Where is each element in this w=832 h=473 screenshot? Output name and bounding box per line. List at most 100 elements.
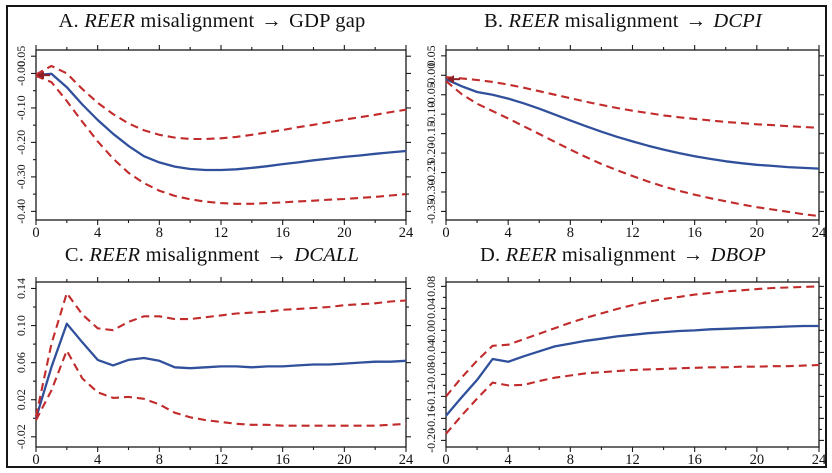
target-label: DCPI (713, 10, 763, 32)
shock-label: REER (89, 244, 141, 266)
panel-letter: A. (58, 10, 79, 32)
origin-arrow-icon (37, 71, 44, 80)
y-tick-label: -0.12 (424, 384, 438, 409)
x-tick-label: 12 (214, 225, 229, 240)
x-tick-label: 24 (399, 452, 414, 468)
plot-frame (35, 281, 407, 448)
x-tick-label: 0 (442, 452, 449, 468)
lower-band (35, 74, 407, 205)
y-tick-label: 0.08 (424, 276, 438, 297)
x-tick-label: 12 (214, 452, 229, 468)
plot-frame (445, 281, 820, 448)
y-tick-label: 0.02 (14, 389, 28, 410)
panel-d-plot: 0 4 8 12 16 20 24 0.080.040.00-0.04-0.08-0.12-0… (424, 276, 826, 468)
x-tick-label: 4 (505, 225, 513, 240)
x-tick-label: 8 (156, 225, 163, 240)
x-tick-label: 24 (399, 225, 414, 240)
panel-d: D. REER misalignment → DBOP 0 4 8 12 16 20 24 0.0… (420, 240, 826, 472)
x-tick-label: 16 (275, 225, 290, 240)
y-tick-label: -0.05 (424, 82, 438, 107)
y-tick-label: -0.35 (424, 199, 438, 224)
misalignment-label: misalignment (140, 10, 255, 32)
lower-band (445, 363, 820, 435)
x-tick-label: 4 (94, 225, 102, 240)
y-tick-label: 0.04 (424, 298, 438, 319)
panel-b: B. REER misalignment → DCPI 0 4 8 12 16 20 24 0.0… (420, 6, 826, 240)
x-tick-label: 4 (94, 452, 102, 468)
y-tick-label: 0.10 (14, 315, 28, 336)
panel-d-title: D. REER misalignment → DBOP (420, 240, 826, 268)
upper-band (445, 76, 820, 129)
panel-c-plot: 0 4 8 12 16 20 24 0.14 0.10 0.06 0.02 -0.02 (14, 277, 414, 468)
x-tick-label: 0 (32, 452, 39, 468)
panel-c: C. REER misalignment → DCALL 0 4 8 12 16 20 24 0.… (10, 240, 414, 472)
y-tick-label: -0.00 (424, 63, 438, 88)
right-arrow-icon: → (261, 10, 283, 32)
misalignment-label: misalignment (564, 10, 679, 32)
upper-band (35, 64, 407, 141)
y-tick-label: -0.10 (424, 102, 438, 127)
y-tick-label: -0.15 (424, 121, 438, 146)
x-tick-label: 24 (812, 452, 826, 468)
y-tick-label: -0.30 (424, 179, 438, 204)
x-tick-label: 20 (337, 452, 352, 468)
misalignment-label: misalignment (145, 244, 260, 266)
shock-label: REER (84, 10, 136, 32)
y-tick-label: -0.04 (424, 340, 438, 365)
x-tick-label: 12 (625, 225, 640, 240)
origin-arrow-icon (447, 75, 454, 84)
panel-c-title: C. REER misalignment → DCALL (10, 240, 414, 268)
response-line (445, 324, 819, 417)
y-tick-label: -0.10 (14, 95, 28, 120)
y-tick-label: -0.30 (14, 164, 28, 189)
y-tick-label: 0.00 (424, 320, 438, 341)
lower-band (35, 349, 407, 427)
x-tick-label: 20 (750, 452, 765, 468)
x-tick-label: 8 (156, 452, 163, 468)
y-tick-label: 0.20 (424, 143, 438, 164)
upper-band (34, 292, 407, 417)
y-tick-label: -0.08 (424, 362, 438, 387)
x-tick-label: 0 (442, 225, 449, 240)
target-label: DBOP (710, 244, 767, 266)
shock-label: REER (505, 244, 557, 266)
upper-band (445, 285, 820, 398)
right-arrow-icon: → (682, 244, 704, 266)
y-tick-label: -0.25 (424, 160, 438, 185)
panel-a-plot: 0 4 8 12 16 20 24 0.05-0.00 -0.10 -0.20 -0.30 -0.40 (14, 45, 414, 240)
x-tick-label: 0 (32, 225, 39, 240)
right-arrow-icon: → (266, 244, 288, 266)
right-arrow-icon: → (685, 10, 707, 32)
x-tick-label: 12 (625, 452, 640, 468)
x-tick-label: 8 (567, 452, 574, 468)
response-line (34, 322, 407, 419)
panel-letter: B. (483, 10, 504, 32)
y-tick-label: -0.20 (14, 130, 28, 155)
panel-letter: C. (64, 244, 85, 266)
x-tick-label: 20 (750, 225, 765, 240)
x-tick-label: 16 (687, 225, 702, 240)
x-tick-label: 4 (505, 452, 513, 468)
y-tick-label: 0.05 (424, 45, 438, 66)
x-tick-label: 8 (567, 225, 574, 240)
y-tick-label: 0.14 (14, 278, 28, 299)
lower-band (445, 80, 820, 218)
y-tick-label: 0.05 (14, 46, 28, 67)
x-tick-label: 24 (812, 225, 826, 240)
y-tick-label: -0.16 (424, 406, 438, 431)
y-tick-label: -0.02 (14, 424, 28, 449)
y-tick-label: 0.06 (14, 352, 28, 373)
plot-frame (445, 49, 820, 221)
panel-letter: D. (479, 244, 501, 266)
shock-label: REER (508, 10, 560, 32)
x-tick-label: 16 (687, 452, 702, 468)
panel-b-plot: 0 4 8 12 16 20 240.05-0.00-0.05-0.10-0.150.20-… (424, 45, 826, 240)
y-tick-label: -0.00 (14, 61, 28, 86)
y-tick-label: -0.40 (14, 199, 28, 224)
panel-b-title: B. REER misalignment → DCPI (420, 6, 826, 34)
response-line (445, 78, 820, 170)
x-tick-label: 16 (275, 452, 290, 468)
panel-a: A. REER misalignment → GDP gap 0 4 8 12 16 20 24… (10, 6, 414, 240)
target-label: GDP gap (289, 10, 366, 32)
